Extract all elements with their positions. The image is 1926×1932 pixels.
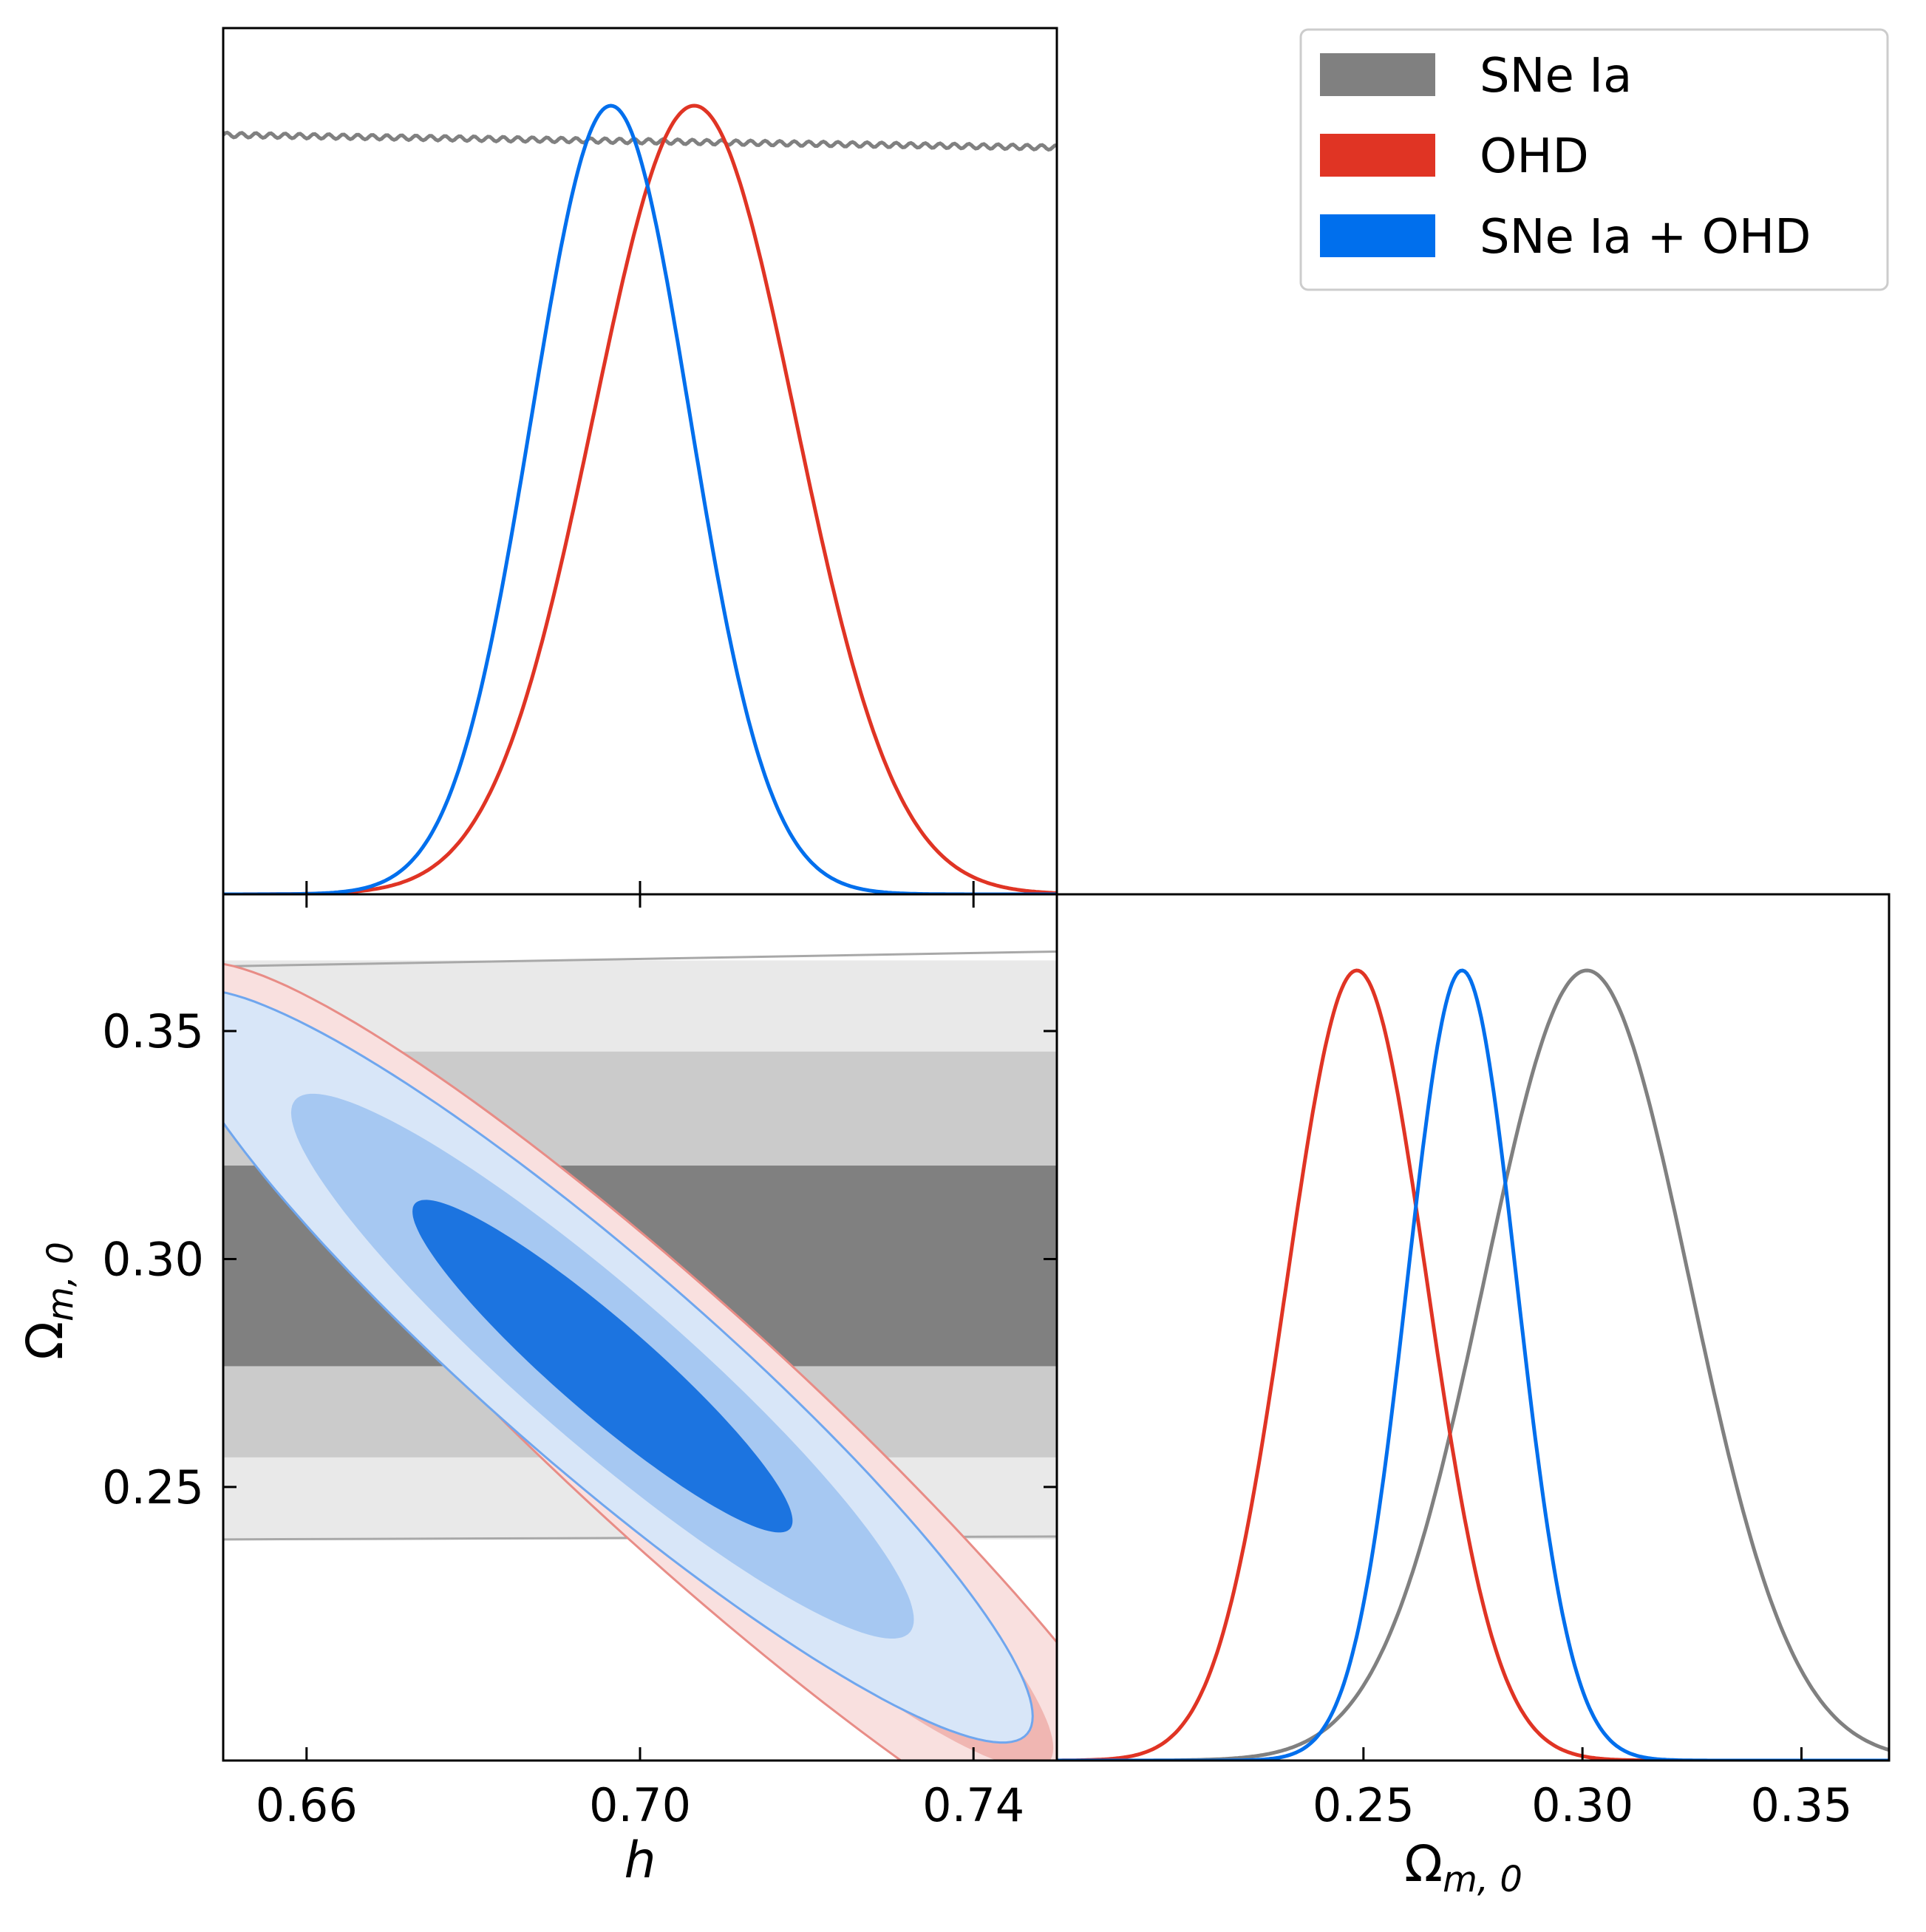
h-omega-2d-panel: 0.66 0.70 0.74 0.25 0.30 0.35: [102, 881, 1058, 1832]
h-marginal-curve-ohd: [223, 103, 1057, 894]
x-axis-label-h: h: [624, 1831, 656, 1890]
omega-y-tick-label-0: 0.25: [102, 1460, 204, 1514]
h-tick-label-0: 0.66: [256, 1778, 358, 1832]
legend-swatch-ohd: [1320, 134, 1435, 177]
omega-marginal-panel: 0.25 0.30 0.35: [1055, 893, 1891, 1832]
omega-marginal-curve-snia: [1057, 968, 1889, 1761]
legend: SNe Ia OHD SNe Ia + OHD: [1299, 28, 1889, 291]
omega-y-tick-label-1: 0.30: [102, 1232, 204, 1286]
omega-y-tick-label-2: 0.35: [102, 1004, 204, 1058]
h-tick-label-2: 0.74: [922, 1778, 1024, 1832]
omega-x-tick-label-0: 0.25: [1313, 1778, 1415, 1832]
combined-contour-1sigma: [412, 1200, 793, 1533]
omega-x-tick-label-1: 0.30: [1531, 1778, 1633, 1832]
h-marginal-panel: [222, 27, 1058, 896]
y-omega-base: Ω: [16, 1322, 75, 1360]
legend-swatch-combined: [1320, 214, 1435, 257]
y-omega-sub: m, 0: [40, 1242, 81, 1322]
h-marginal-curve-combined: [223, 103, 1057, 894]
legend-label-ohd: OHD: [1480, 129, 1589, 184]
y-axis-label-omega: Ωm, 0: [16, 1242, 81, 1360]
omega-marginal-frame: [1055, 893, 1891, 1762]
omega-marginal-curve-combined: [1057, 968, 1889, 1761]
x-axis-label-omega: Ωm, 0: [1404, 1835, 1522, 1900]
legend-frame: [1299, 28, 1889, 291]
x-omega-base: Ω: [1404, 1835, 1443, 1894]
omega-marginal-curve-ohd: [1057, 968, 1889, 1761]
legend-swatch-snia: [1320, 53, 1435, 96]
h-marginal-curve-snia: [223, 130, 1057, 152]
legend-label-snia: SNe Ia: [1480, 49, 1632, 103]
h-tick-label-1: 0.70: [589, 1778, 691, 1832]
snia-band-edge-top: [223, 950, 1057, 967]
omega-x-tick-label-2: 0.35: [1750, 1778, 1852, 1832]
x-omega-sub: m, 0: [1443, 1859, 1522, 1900]
legend-label-combined: SNe Ia + OHD: [1480, 210, 1811, 265]
